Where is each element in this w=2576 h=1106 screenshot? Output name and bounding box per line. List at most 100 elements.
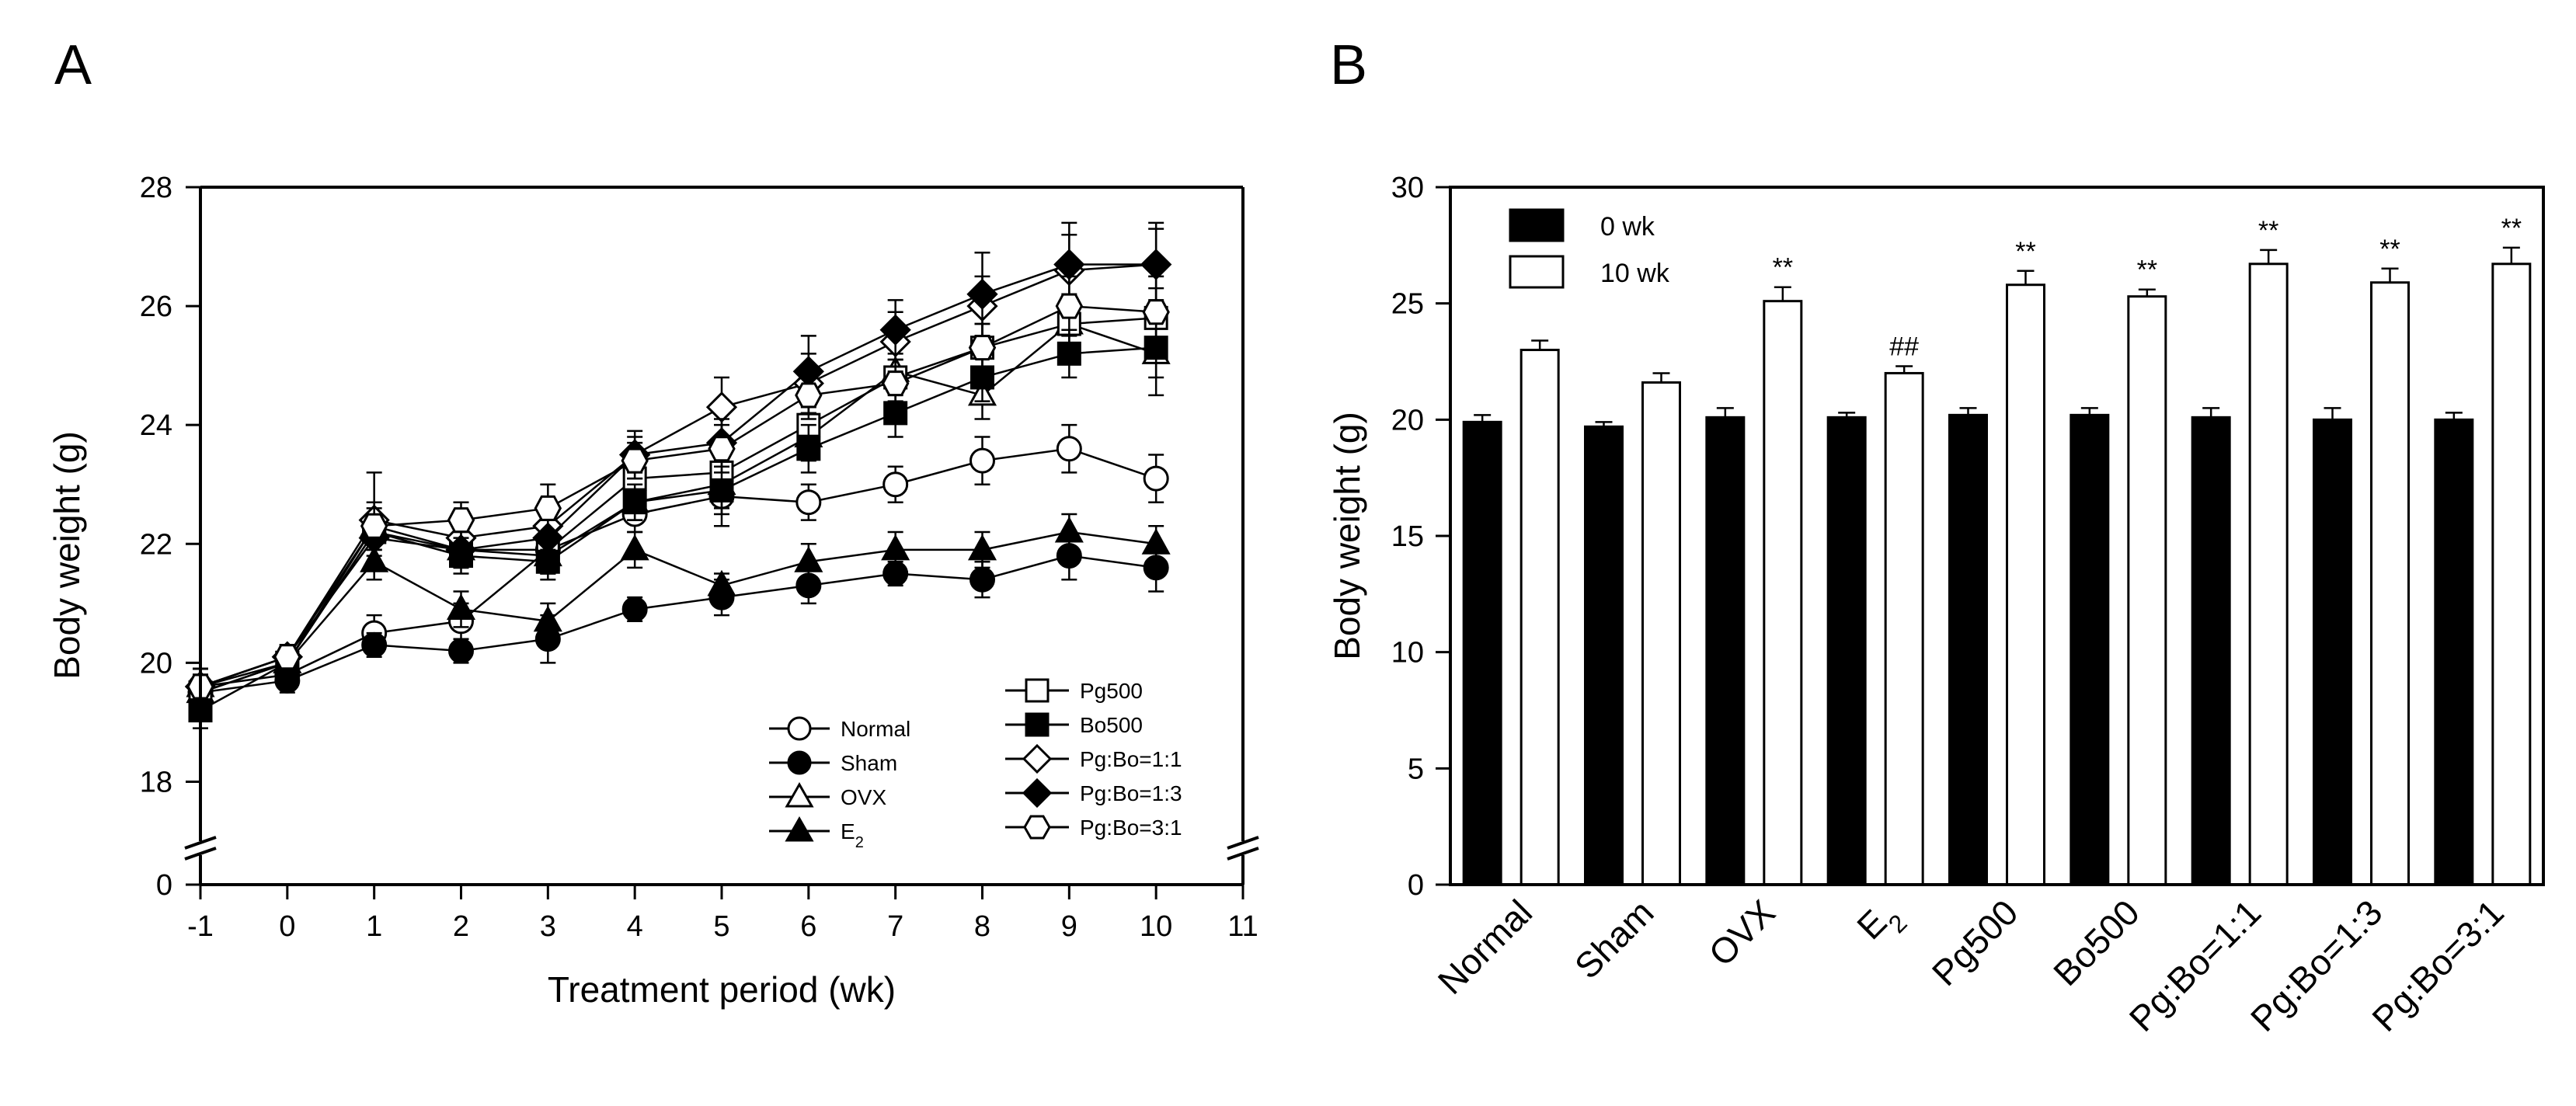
x-tick-label: 10 xyxy=(1140,910,1172,943)
filled-swatch-icon xyxy=(1509,208,1565,242)
panel-b-y-axis-title: Body weight (g) xyxy=(1327,412,1367,660)
data-point xyxy=(273,644,301,670)
series-line xyxy=(200,555,1157,694)
bar-10-wk xyxy=(1884,371,1924,886)
legend-label: 10 wk xyxy=(1600,259,1670,288)
data-point xyxy=(1056,436,1082,462)
series-ovx xyxy=(186,293,1171,706)
panel-a-axis-break-mark xyxy=(184,847,217,861)
panel-a-axis-break-mark xyxy=(184,836,217,850)
data-point xyxy=(795,489,822,516)
legend-entry-pgbo-1-1: Pg:Bo=1:1 xyxy=(1005,743,1182,774)
series-line xyxy=(200,304,1157,688)
panel-a: A -1 0 1 2 3 4 5 6 7 8 9 10 11 0 18 20 22 24 26 28 Body we… xyxy=(47,34,1259,1010)
series-pg500 xyxy=(188,287,1168,711)
bar-group-ovx: ** xyxy=(1705,253,1803,886)
data-point xyxy=(1142,299,1170,325)
category-label: E2 xyxy=(1849,892,1913,955)
legend-label: Sham xyxy=(841,751,897,775)
category-label: Pg:Bo=1:3 xyxy=(2243,892,2390,1039)
series-pg-bo-1-1 xyxy=(184,221,1172,706)
x-tick-label: 11 xyxy=(1227,910,1258,943)
bar-0-wk xyxy=(1584,425,1624,886)
series-line xyxy=(200,447,1157,688)
data-point xyxy=(708,436,736,462)
x-tick-label: 8 xyxy=(974,910,990,943)
series-line xyxy=(200,263,1157,688)
open-swatch-icon xyxy=(1509,255,1565,289)
bar-10-wk xyxy=(1641,381,1681,886)
y-tick-label: 20 xyxy=(1391,404,1424,436)
panel-a-y-tick-labels: 0 18 20 22 24 26 28 xyxy=(140,172,200,902)
bar-0-wk xyxy=(1705,416,1746,886)
category-label: Pg:Bo=1:1 xyxy=(2122,892,2269,1039)
data-point xyxy=(709,478,734,503)
legend-label: Bo500 xyxy=(1080,713,1143,737)
data-point xyxy=(969,566,995,593)
significance-label: ** xyxy=(2015,237,2035,266)
bar-group-pg-bo-1-1: ** xyxy=(2191,216,2289,886)
series-line xyxy=(200,346,1157,711)
y-tick-label: 0 xyxy=(156,869,172,902)
circle-open-marker-icon xyxy=(787,716,812,741)
triangle-filled-marker-icon xyxy=(785,816,814,842)
bar-10-wk xyxy=(2127,295,2167,886)
legend-label: Pg:Bo=1:1 xyxy=(1080,747,1182,771)
data-point xyxy=(1055,293,1084,319)
data-point xyxy=(361,631,388,658)
legend-entry-bo500: Bo500 xyxy=(1005,712,1143,737)
data-point xyxy=(620,534,649,561)
legend-entry-10-wk: 10 wk xyxy=(1509,255,1670,289)
bar-group-bo500: ** xyxy=(2070,256,2167,886)
diamond-open-marker-icon xyxy=(1022,743,1053,774)
category-label: OVX xyxy=(1701,892,1782,973)
data-point xyxy=(879,314,911,346)
legend-label: OVX xyxy=(841,785,886,809)
bar-10-wk xyxy=(2248,263,2289,886)
panel-a-y-axis-title: Body weight (g) xyxy=(47,431,87,680)
y-tick-label: 24 xyxy=(140,409,172,442)
data-point xyxy=(969,447,995,474)
y-tick-label: 10 xyxy=(1391,637,1424,670)
data-point xyxy=(533,605,562,632)
category-label: Bo500 xyxy=(2045,892,2147,993)
data-point xyxy=(881,370,910,397)
significance-label: ** xyxy=(2137,256,2157,285)
data-point xyxy=(360,513,388,539)
y-tick-label: 20 xyxy=(140,647,172,680)
data-point xyxy=(705,391,738,423)
y-tick-label: 0 xyxy=(1408,869,1424,902)
data-point xyxy=(795,382,823,409)
legend-entry-normal: Normal xyxy=(769,716,910,741)
square-open-marker-icon xyxy=(1025,678,1050,703)
y-tick-label: 15 xyxy=(1391,520,1424,553)
legend-entry-pg500: Pg500 xyxy=(1005,678,1143,703)
bar-group-e2: ## xyxy=(1826,332,1924,886)
panel-a-axis-break-mark xyxy=(1227,836,1259,850)
panel-a-x-tick-labels: -1 0 1 2 3 4 5 6 7 8 9 10 11 xyxy=(187,885,1258,943)
x-tick-label: 4 xyxy=(627,910,643,943)
x-tick-label: 5 xyxy=(713,910,729,943)
y-tick-label: 28 xyxy=(140,172,172,204)
data-point xyxy=(966,278,998,310)
data-point xyxy=(707,569,736,596)
legend-entry-0-wk: 0 wk xyxy=(1509,208,1655,242)
legend-entry-pgbo-3-1: Pg:Bo=3:1 xyxy=(1005,815,1182,840)
bar-10-wk xyxy=(2491,263,2532,886)
panel-b-plot-area: ** ## ** ** ** ** ** xyxy=(1462,214,2532,886)
y-tick-label: 5 xyxy=(1408,753,1424,785)
bar-0-wk xyxy=(2191,416,2231,886)
data-point xyxy=(445,534,477,566)
circle-filled-marker-icon xyxy=(787,750,812,775)
square-filled-marker-icon xyxy=(1025,712,1050,737)
data-point xyxy=(1054,516,1084,543)
data-point xyxy=(622,490,647,515)
legend-entry-pgbo-1-3: Pg:Bo=1:3 xyxy=(1005,777,1182,809)
y-tick-label: 30 xyxy=(1391,172,1424,204)
data-point xyxy=(621,447,649,474)
bar-0-wk xyxy=(1826,416,1867,886)
series-line xyxy=(200,530,1157,694)
series-sham xyxy=(187,530,1169,711)
